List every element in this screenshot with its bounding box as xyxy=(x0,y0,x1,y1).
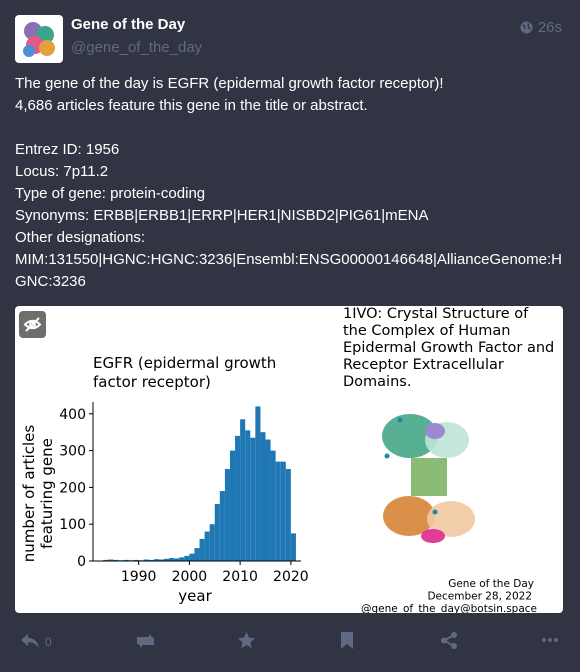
structure-caption: the Complex of Human xyxy=(343,323,511,339)
bar xyxy=(133,559,139,561)
bar xyxy=(285,468,291,561)
bar xyxy=(290,533,296,561)
media-footer: Gene of the Day xyxy=(448,578,534,590)
structure-caption: Domains. xyxy=(343,374,411,390)
bar xyxy=(143,559,149,561)
bar xyxy=(103,559,109,561)
bar xyxy=(158,559,165,561)
y-axis-label: featuring gene xyxy=(38,438,56,549)
bar xyxy=(184,555,190,561)
timestamp[interactable]: 26s xyxy=(520,19,562,36)
avatar[interactable] xyxy=(15,15,63,63)
bar xyxy=(270,450,276,561)
paragraph: Entrez ID: 1956 Locus: 7p11.2 Type of gene… xyxy=(15,139,565,293)
y-tick-label: 400 xyxy=(59,407,86,423)
avatar-image xyxy=(23,22,55,57)
text-line: Synonyms: ERBB|ERBB1|ERRP|HER1|NISBD2|PI… xyxy=(15,207,429,224)
media-footer: December 28, 2022 xyxy=(427,591,532,603)
x-tick-label: 2010 xyxy=(222,569,258,585)
bar xyxy=(260,432,266,561)
y-tick-label: 200 xyxy=(59,480,86,496)
bar xyxy=(108,559,114,561)
bar xyxy=(153,559,159,561)
bookmark-button[interactable] xyxy=(340,631,354,650)
bar xyxy=(224,468,230,561)
bar xyxy=(214,503,220,561)
bar xyxy=(240,419,246,561)
bar xyxy=(174,558,180,561)
bar xyxy=(245,430,251,561)
y-tick-label: 300 xyxy=(59,444,86,460)
y-tick-label: 0 xyxy=(77,554,86,570)
media-image: 0 100 200 300 400 1990 2000 2010 2020 EGFR (epide… xyxy=(19,306,554,615)
structure-caption: Receptor Extracellular xyxy=(343,357,504,373)
bar xyxy=(250,437,256,561)
text-line: Locus: 7p11.2 xyxy=(15,163,109,180)
eye-off-icon xyxy=(23,317,42,332)
paragraph: The gene of the day is EGFR (epidermal g… xyxy=(15,73,565,117)
bar xyxy=(164,558,170,561)
chart-title: EGFR (epidermal growth xyxy=(93,354,276,372)
structure-caption: 1IVO: Crystal Structure of xyxy=(343,306,529,322)
bar xyxy=(199,538,205,561)
bar xyxy=(194,548,200,561)
x-tick-label: 2000 xyxy=(172,569,208,585)
more-button[interactable] xyxy=(542,638,558,642)
bar xyxy=(255,406,261,561)
bar xyxy=(209,524,215,561)
text-line: The gene of the day is EGFR (epidermal g… xyxy=(15,75,444,92)
text-line: Other designations: xyxy=(15,229,146,246)
globe-icon xyxy=(520,21,533,34)
media[interactable]: 0 100 200 300 400 1990 2000 2010 2020 EGFR (epide… xyxy=(15,306,563,615)
x-tick-label: 1990 xyxy=(121,569,157,585)
boost-button[interactable] xyxy=(135,632,156,650)
bar xyxy=(235,435,241,561)
action-bar: 0 xyxy=(0,628,580,656)
favourite-button[interactable] xyxy=(237,631,256,650)
text-line: Entrez ID: 1956 xyxy=(15,141,120,158)
structure-caption: Epidermal Growth Factor and xyxy=(343,340,554,356)
reply-button[interactable] xyxy=(20,632,40,650)
bar xyxy=(169,558,175,561)
bar xyxy=(189,553,195,561)
bar xyxy=(280,461,286,561)
handle[interactable]: @gene_of_the_day xyxy=(71,39,203,56)
chart-title: factor receptor) xyxy=(93,373,211,391)
reply-count: 0 xyxy=(45,635,52,649)
bar xyxy=(275,461,281,561)
post-content: The gene of the day is EGFR (epidermal g… xyxy=(15,73,565,315)
bar xyxy=(123,559,129,561)
y-axis-label: number of articles xyxy=(20,425,38,563)
display-name[interactable]: Gene of the Day xyxy=(71,16,186,33)
x-axis-label: year xyxy=(178,587,212,605)
time-text: 26s xyxy=(537,19,562,36)
text-line: 4,686 articles feature this gene in the … xyxy=(15,97,368,114)
bar xyxy=(204,531,210,561)
media-footer: @gene_of_the_day@botsin.space xyxy=(361,603,537,613)
bar xyxy=(219,491,225,561)
bar xyxy=(229,450,236,561)
protein-structure xyxy=(382,414,475,543)
text-line: MIM:131550|HGNC:HGNC:3236|Ensembl:ENSG00… xyxy=(15,251,562,290)
bar xyxy=(148,559,154,561)
x-tick-label: 2020 xyxy=(273,569,309,585)
bar xyxy=(265,439,271,561)
share-button[interactable] xyxy=(440,631,458,650)
bar xyxy=(179,557,185,561)
y-tick-label: 100 xyxy=(59,517,86,533)
text-line: Type of gene: protein-coding xyxy=(15,185,206,202)
bar xyxy=(113,559,119,561)
